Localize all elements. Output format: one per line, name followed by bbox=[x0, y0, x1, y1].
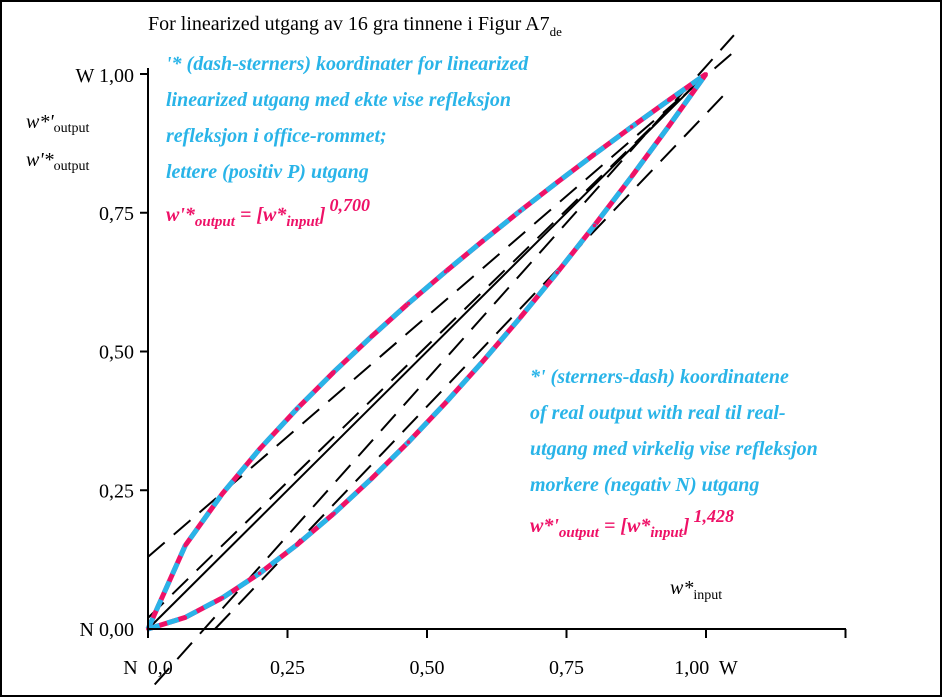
x-tick-label: 1,00 W bbox=[674, 657, 738, 679]
series-1-point-5 bbox=[332, 511, 336, 516]
y-label-1: w*'output bbox=[26, 111, 90, 136]
reference-line-1 bbox=[147, 51, 735, 558]
series-0-point-11 bbox=[555, 180, 559, 185]
x-label: w*input bbox=[670, 577, 722, 603]
series-0-point-1 bbox=[183, 543, 188, 548]
series-0-point-6 bbox=[369, 334, 374, 339]
series-1-point-8 bbox=[443, 401, 448, 405]
annotation-top-line-2: linearized utgang med ekte vise refleksj… bbox=[166, 89, 511, 111]
y-tick-label: 0,25 bbox=[99, 480, 134, 502]
series-1-point-3 bbox=[257, 571, 262, 576]
series-1-point-7 bbox=[406, 440, 411, 444]
series-0-point-14 bbox=[666, 98, 671, 102]
series-1-point-4 bbox=[295, 543, 299, 547]
x-tick-label: 0,25 bbox=[270, 657, 305, 679]
series-0-point-8 bbox=[443, 269, 448, 274]
series-1-point-1 bbox=[183, 615, 188, 620]
series-1-point-12 bbox=[592, 223, 597, 228]
series-0-point-2 bbox=[220, 491, 225, 496]
series-1-point-14 bbox=[666, 124, 671, 128]
axis-ticks bbox=[140, 73, 847, 638]
chart-title: For linearized utgang av 16 gra tinnene … bbox=[148, 13, 562, 39]
series-0-point-3 bbox=[257, 447, 262, 451]
annotation-bottom-line-4: morkere (negativ N) utgang bbox=[530, 474, 759, 496]
series-1-point-9 bbox=[481, 359, 485, 364]
annotation-top-line-1: '* (dash-sterners) koordinater for linea… bbox=[166, 53, 529, 75]
chart-title-sub: de bbox=[550, 24, 563, 39]
series-0-point-7 bbox=[406, 301, 411, 306]
annotation-top-formula: w'*output = [w*input] 0,700 bbox=[166, 195, 370, 230]
annotation-top-line-3: refleksjon i office-rommet; bbox=[166, 125, 387, 147]
annotation-bottom: *' (sterners-dash) koordinatene of real … bbox=[530, 366, 818, 541]
x-tick-label: 0,50 bbox=[410, 657, 445, 679]
series-1-point-11 bbox=[555, 270, 559, 275]
series-0-point-9 bbox=[481, 239, 485, 243]
y-axis-bottom-label: N 0,00 bbox=[80, 619, 134, 641]
annotation-bottom-line-3: utgang med virkelig vise refleksjon bbox=[530, 438, 818, 460]
series-0-point-10 bbox=[518, 209, 522, 213]
annotation-bottom-formula: w*'output = [w*input] 1,428 bbox=[530, 506, 734, 541]
data-curves bbox=[145, 71, 709, 632]
y-axis-top-label: W 1,00 bbox=[75, 65, 134, 87]
annotation-bottom-line-2: of real output with real til real- bbox=[530, 402, 786, 424]
y-label-2: w'*output bbox=[26, 149, 90, 174]
reference-line-0 bbox=[147, 73, 707, 630]
y-tick-label: 0,75 bbox=[99, 203, 134, 225]
annotation-top-line-4: lettere (positiv P) utgang bbox=[166, 161, 369, 183]
series-0-point-5 bbox=[332, 369, 336, 374]
x-tick-labels: N 0,0 0,25 0,50 0,75 1,00 W bbox=[123, 657, 738, 679]
series-0-dash bbox=[145, 71, 708, 631]
x-tick-label: N 0,0 bbox=[123, 657, 172, 679]
series-1-point-10 bbox=[518, 316, 522, 320]
y-tick-labels: 0,25 0,50 0,75 bbox=[99, 203, 134, 503]
annotation-bottom-line-1: *' (sterners-dash) koordinatene bbox=[530, 366, 789, 388]
series-1-point-15 bbox=[704, 72, 708, 76]
series-0-point-4 bbox=[295, 407, 299, 411]
series-0-point-13 bbox=[629, 125, 634, 129]
x-tick-label: 0,75 bbox=[549, 657, 584, 679]
y-tick-label: 0,50 bbox=[99, 342, 134, 364]
series-1-point-6 bbox=[369, 477, 374, 481]
series-1-point-2 bbox=[220, 595, 225, 600]
annotation-top: '* (dash-sterners) koordinater for linea… bbox=[166, 53, 529, 230]
series-1-point-13 bbox=[629, 174, 634, 179]
reference-line-2 bbox=[147, 73, 707, 619]
series-0-point-12 bbox=[592, 152, 597, 157]
series-1-dash bbox=[147, 72, 709, 632]
